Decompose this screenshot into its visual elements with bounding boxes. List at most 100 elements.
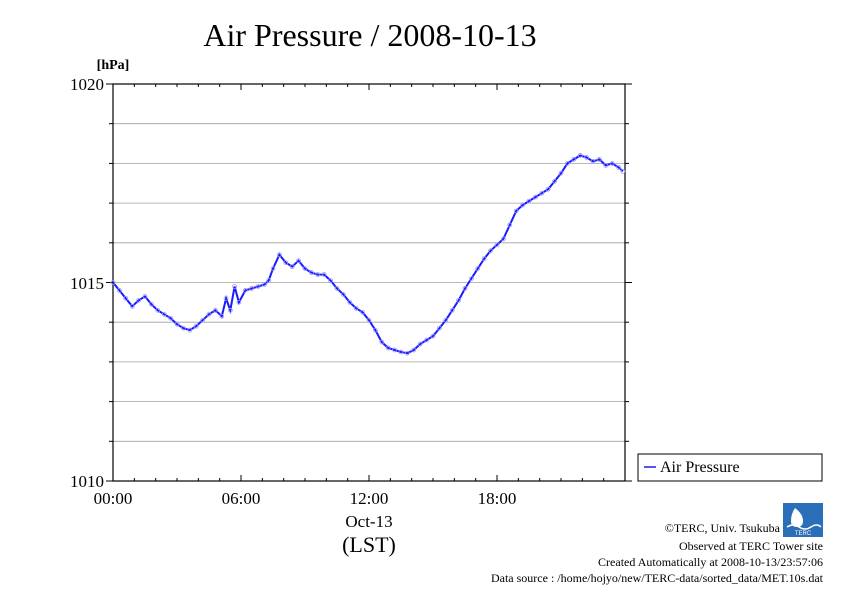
data-point xyxy=(117,288,122,293)
data-point xyxy=(616,164,621,170)
data-point xyxy=(296,258,302,264)
x-axis-label: (LST) xyxy=(342,532,396,557)
data-point xyxy=(283,260,289,266)
data-point xyxy=(430,333,436,339)
data-point xyxy=(270,266,276,272)
terc-logo: TERC xyxy=(783,503,823,537)
credit-copyright: ©TERC, Univ. Tsukuba xyxy=(665,521,781,535)
legend: Air Pressure xyxy=(637,453,823,482)
data-point xyxy=(302,266,308,272)
data-point xyxy=(571,157,577,162)
data-point xyxy=(200,317,206,323)
data-point xyxy=(494,242,500,248)
data-point xyxy=(255,284,261,289)
data-point xyxy=(449,307,455,313)
data-point xyxy=(340,292,346,297)
data-point xyxy=(353,305,359,311)
y-tick-label-1015: 1015 xyxy=(70,274,104,293)
data-point xyxy=(168,315,174,321)
legend-label: Air Pressure xyxy=(660,459,740,476)
data-point xyxy=(232,284,238,289)
data-point xyxy=(385,345,391,351)
data-point xyxy=(161,311,167,317)
data-point xyxy=(620,168,626,174)
x-tick-label-1200: 12:00 xyxy=(350,489,389,508)
data-point xyxy=(558,170,564,176)
data-point xyxy=(398,349,404,355)
data-point xyxy=(488,248,494,254)
chart-title: Air Pressure / 2008-10-13 xyxy=(203,17,536,53)
data-point xyxy=(424,337,430,343)
data-point xyxy=(142,293,148,299)
data-point xyxy=(129,303,135,309)
data-point xyxy=(590,159,596,164)
data-point xyxy=(206,311,212,317)
data-point xyxy=(436,325,442,331)
data-point xyxy=(123,295,129,301)
data-point xyxy=(366,317,372,323)
data-point xyxy=(392,347,398,353)
data-point xyxy=(193,323,199,329)
data-point xyxy=(347,299,353,305)
data-point xyxy=(266,278,272,283)
series-group xyxy=(110,153,626,356)
credit-created: Created Automatically at 2008-10-13/23:5… xyxy=(598,555,823,569)
data-point xyxy=(236,299,242,305)
data-point xyxy=(187,327,193,333)
data-point xyxy=(227,307,233,313)
data-point xyxy=(110,280,116,285)
data-point xyxy=(155,307,161,313)
x-tick-label-0000: 00:00 xyxy=(94,489,133,508)
data-point xyxy=(520,202,525,208)
y-tick-label-1020: 1020 xyxy=(70,75,104,94)
data-point xyxy=(443,317,449,323)
data-point xyxy=(565,160,570,166)
data-point xyxy=(334,286,340,291)
data-point xyxy=(609,160,615,166)
data-point xyxy=(360,309,366,315)
data-point xyxy=(180,325,186,331)
data-point xyxy=(526,198,532,204)
data-point xyxy=(481,256,487,262)
data-point xyxy=(372,327,378,333)
data-point xyxy=(148,301,154,307)
data-point xyxy=(507,222,513,228)
data-point xyxy=(417,341,423,347)
axis-ticks xyxy=(106,83,632,482)
logo-text: TERC xyxy=(795,531,812,537)
credit-observed: Observed at TERC Tower site xyxy=(679,539,823,553)
y-tick-label-1010: 1010 xyxy=(70,472,104,491)
credit-source: Data source : /home/hojyo/new/TERC-data/… xyxy=(491,571,824,585)
x-tick-label-1800: 18:00 xyxy=(478,489,517,508)
data-point xyxy=(242,288,248,293)
data-point xyxy=(321,272,327,277)
data-point xyxy=(328,278,334,283)
x-tick-label-0600: 06:00 xyxy=(222,489,261,508)
data-point xyxy=(289,264,295,270)
data-point xyxy=(539,190,545,196)
data-point xyxy=(468,276,474,281)
legend-box xyxy=(637,453,823,482)
data-point xyxy=(475,266,481,272)
data-point xyxy=(174,321,180,327)
data-point xyxy=(276,252,282,258)
grid-lines xyxy=(113,123,625,442)
data-point xyxy=(500,236,506,242)
data-point xyxy=(513,208,519,214)
x-date-label: Oct-13 xyxy=(345,512,392,531)
data-point xyxy=(584,155,589,160)
data-point xyxy=(603,162,609,168)
data-point xyxy=(462,286,468,291)
data-point xyxy=(577,153,583,158)
data-point xyxy=(308,270,314,275)
data-point xyxy=(219,313,225,319)
data-point xyxy=(597,157,602,162)
data-point xyxy=(379,339,385,345)
data-point xyxy=(533,194,538,200)
data-point xyxy=(262,282,267,287)
data-point xyxy=(404,350,410,356)
data-point xyxy=(212,307,218,313)
data-point xyxy=(315,272,321,277)
data-point xyxy=(456,297,462,303)
series-line xyxy=(112,154,624,355)
